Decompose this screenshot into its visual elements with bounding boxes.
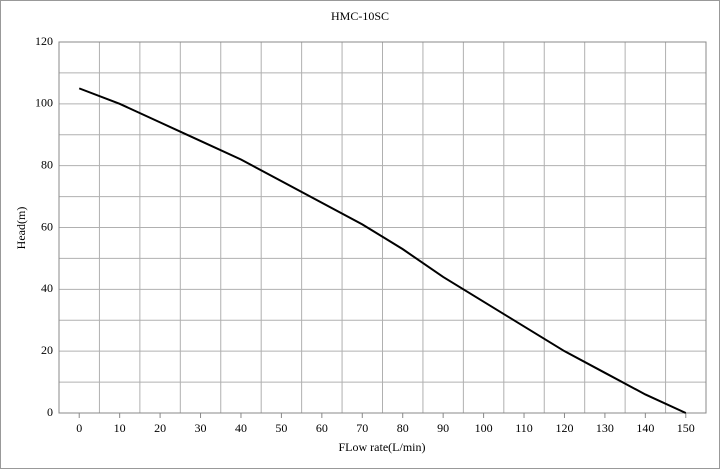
y-tick-label: 0 [47, 405, 53, 419]
x-tick-label: 50 [275, 421, 287, 435]
x-tick-label: 150 [677, 421, 695, 435]
x-tick-label: 130 [596, 421, 614, 435]
x-tick-label: 40 [235, 421, 247, 435]
chart-title: HMC-10SC [331, 9, 389, 23]
y-tick-label: 120 [35, 34, 53, 48]
x-tick-label: 10 [114, 421, 126, 435]
line-series [78, 87, 687, 414]
y-tick-label: 80 [41, 157, 53, 171]
y-tick-label: 20 [41, 343, 53, 357]
x-tick-label: 90 [437, 421, 449, 435]
plot-frame [58, 41, 707, 414]
y-tick-label: 60 [41, 219, 53, 233]
x-tick-label: 120 [555, 421, 573, 435]
x-tick-label: 60 [316, 421, 328, 435]
x-axis-label: FLow rate(L/min) [339, 440, 426, 454]
x-tick-label: 140 [636, 421, 654, 435]
x-tick-label: 0 [76, 421, 82, 435]
x-tick-label: 20 [154, 421, 166, 435]
y-axis-label: Head(m) [14, 207, 28, 250]
x-tick-label: 100 [475, 421, 493, 435]
x-tick-label: 110 [515, 421, 533, 435]
x-tick-label: 70 [356, 421, 368, 435]
y-tick-label: 100 [35, 96, 53, 110]
x-tick-label: 30 [195, 421, 207, 435]
y-tick-label: 40 [41, 281, 53, 295]
x-tick-label: 80 [397, 421, 409, 435]
